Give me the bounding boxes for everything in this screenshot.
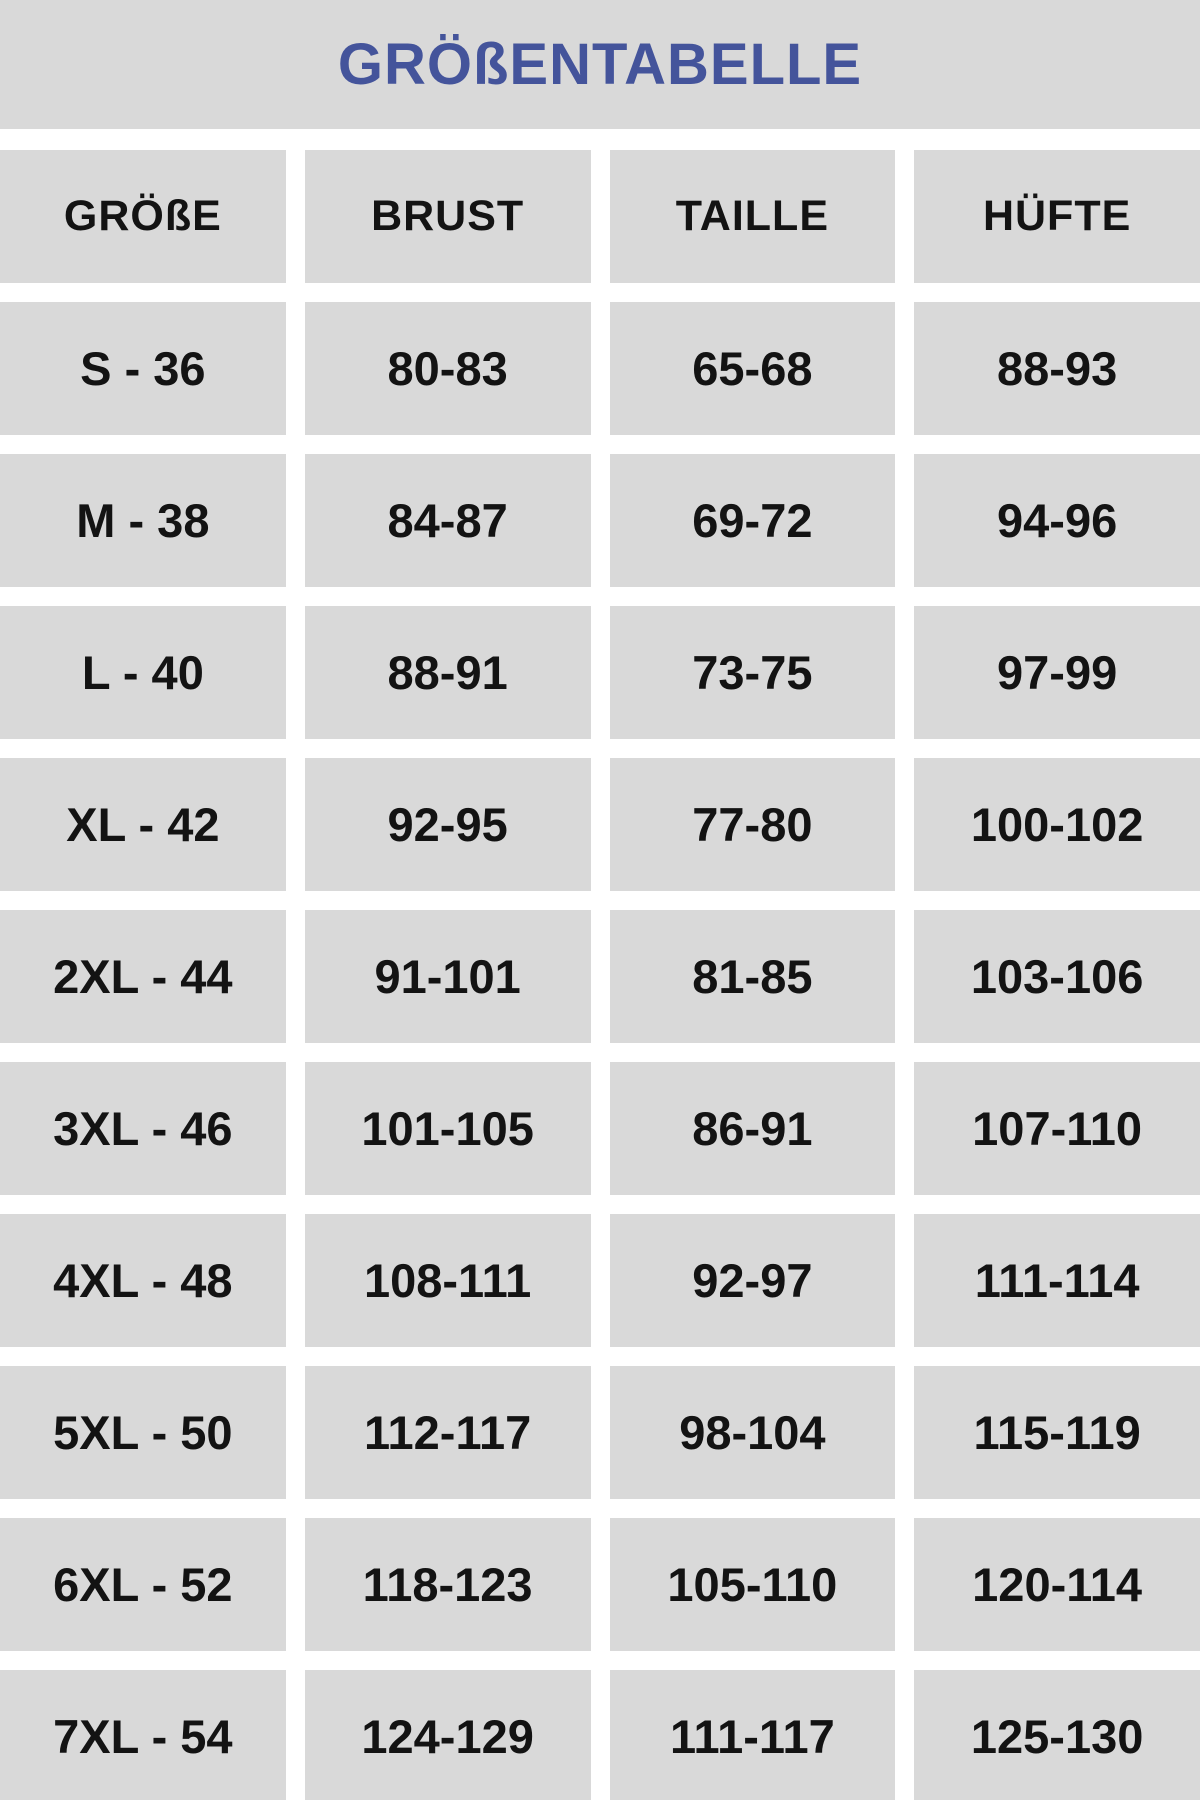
size-label-cell: 5XL - 50: [0, 1366, 286, 1499]
value-cell: 125-130: [914, 1670, 1200, 1800]
value-cell: 103-106: [914, 910, 1200, 1043]
size-label-cell: S - 36: [0, 302, 286, 435]
size-label-cell: 4XL - 48: [0, 1214, 286, 1347]
size-label-cell: 6XL - 52: [0, 1518, 286, 1651]
value-cell: 115-119: [914, 1366, 1200, 1499]
column-header-hip: HÜFTE: [914, 150, 1200, 283]
value-cell: 88-91: [304, 606, 591, 739]
value-cell: 73-75: [609, 606, 896, 739]
value-cell: 112-117: [304, 1366, 591, 1499]
size-table: GRÖßE BRUST TAILLE HÜFTE S - 36 80-83 65…: [0, 150, 1200, 1800]
size-label-cell: 7XL - 54: [0, 1670, 286, 1800]
value-cell: 80-83: [304, 302, 591, 435]
value-cell: 91-101: [304, 910, 591, 1043]
value-cell: 111-114: [914, 1214, 1200, 1347]
value-cell: 69-72: [609, 454, 896, 587]
value-cell: 92-95: [304, 758, 591, 891]
value-cell: 120-114: [914, 1518, 1200, 1651]
value-cell: 88-93: [914, 302, 1200, 435]
value-cell: 98-104: [609, 1366, 896, 1499]
size-label-cell: XL - 42: [0, 758, 286, 891]
value-cell: 94-96: [914, 454, 1200, 587]
column-header-bust: BRUST: [304, 150, 591, 283]
size-label-cell: 2XL - 44: [0, 910, 286, 1043]
value-cell: 108-111: [304, 1214, 591, 1347]
page-title: GRÖßENTABELLE: [337, 31, 863, 97]
value-cell: 84-87: [304, 454, 591, 587]
value-cell: 111-117: [609, 1670, 896, 1800]
value-cell: 97-99: [914, 606, 1200, 739]
size-label-cell: 3XL - 46: [0, 1062, 286, 1195]
value-cell: 118-123: [304, 1518, 591, 1651]
value-cell: 81-85: [609, 910, 896, 1043]
value-cell: 100-102: [914, 758, 1200, 891]
column-header-waist: TAILLE: [609, 150, 896, 283]
value-cell: 92-97: [609, 1214, 896, 1347]
column-header-size: GRÖßE: [0, 150, 286, 283]
value-cell: 124-129: [304, 1670, 591, 1800]
value-cell: 101-105: [304, 1062, 591, 1195]
value-cell: 105-110: [609, 1518, 896, 1651]
title-banner: GRÖßENTABELLE: [0, 0, 1200, 129]
value-cell: 65-68: [609, 302, 896, 435]
value-cell: 77-80: [609, 758, 896, 891]
size-label-cell: L - 40: [0, 606, 286, 739]
size-label-cell: M - 38: [0, 454, 286, 587]
value-cell: 86-91: [609, 1062, 896, 1195]
value-cell: 107-110: [914, 1062, 1200, 1195]
